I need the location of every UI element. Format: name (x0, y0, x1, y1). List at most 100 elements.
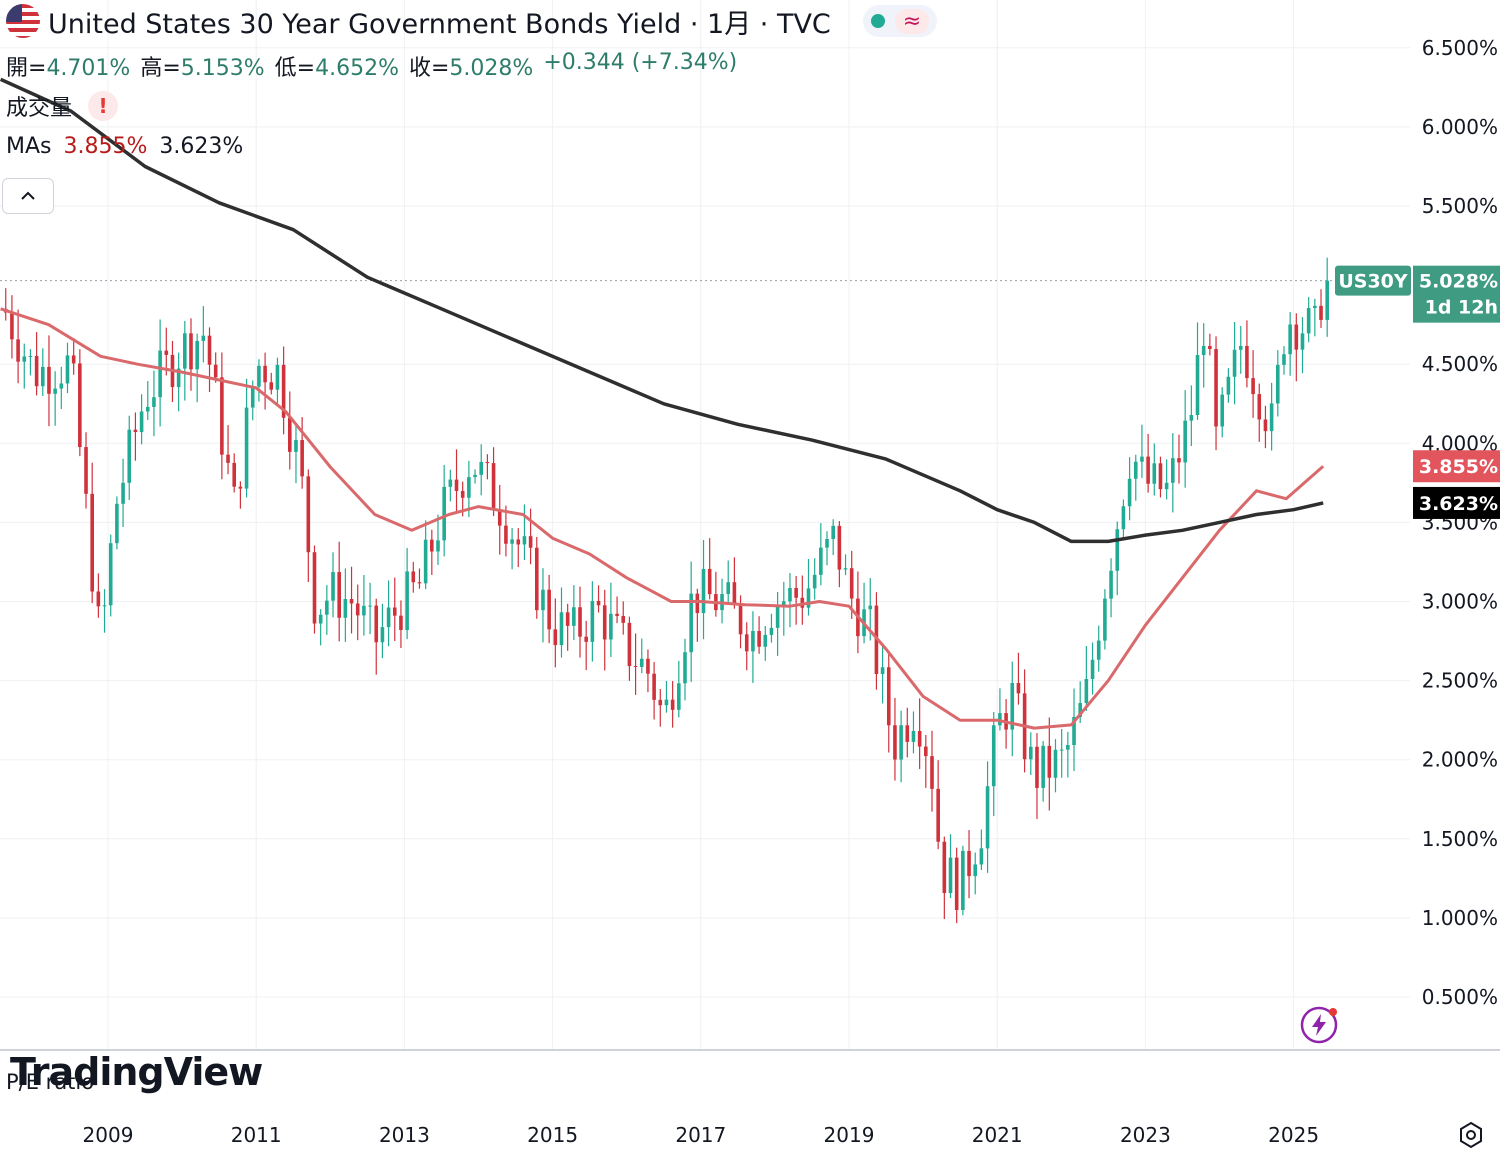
candle-body (1140, 456, 1144, 462)
price-axis[interactable]: 6.500%6.000%5.500%4.500%4.000%3.500%3.00… (1422, 36, 1498, 1009)
candle-body (1146, 456, 1150, 484)
candle-body (386, 607, 391, 628)
candle-body (1115, 529, 1120, 571)
candle-body (22, 356, 27, 362)
candle-body (886, 667, 891, 726)
candle-body (1152, 463, 1157, 484)
candle-body (460, 490, 465, 498)
candle-body (436, 540, 440, 552)
x-tick-label: 2025 (1268, 1123, 1319, 1147)
candle-body (417, 582, 422, 584)
candle-body (1288, 324, 1292, 355)
symbol-title-row[interactable]: United States 30 Year Government Bonds Y… (6, 4, 938, 40)
candle-body (954, 857, 959, 910)
candle-body (355, 603, 360, 616)
candle-body (1263, 419, 1268, 432)
candle-body (1053, 749, 1058, 778)
lightning-icon[interactable] (1300, 1006, 1338, 1044)
x-tick-label: 2017 (675, 1123, 726, 1147)
candle-body (250, 386, 255, 408)
candle-body (121, 482, 125, 504)
candle-body (985, 786, 990, 849)
moving-average-lines (0, 77, 1325, 730)
candle-body (689, 593, 693, 653)
approx-icon: ≈ (894, 8, 930, 34)
ma-label: MAs (6, 134, 52, 159)
candle-body (905, 725, 910, 742)
tradingview-logo[interactable]: TradingView (10, 1050, 263, 1094)
candle-body (917, 730, 922, 747)
market-status-pill[interactable]: ≈ (862, 5, 938, 37)
candle-body (115, 503, 119, 544)
candle-body (1251, 378, 1255, 395)
candle-body (1127, 478, 1132, 507)
candle-body (473, 474, 477, 478)
countdown-text: 1d 12h (1425, 297, 1498, 319)
candle-body (479, 461, 484, 475)
pe-ratio-label[interactable]: P/E ratio (6, 1070, 95, 1094)
candle-body (183, 333, 187, 369)
candle-body (664, 699, 669, 706)
close-label: 收= (408, 56, 450, 81)
y-tick-label: 2.500% (1422, 669, 1498, 693)
candle-body (510, 539, 514, 544)
candle-body (287, 417, 292, 452)
candle-body (621, 615, 626, 623)
price-badges: US30Y 5.028% 1d 12h 3.855% 3.623% (1335, 265, 1500, 519)
candle-body (1238, 345, 1243, 350)
candle-body (238, 486, 243, 489)
candle-body (411, 571, 416, 583)
ma2-value: 3.623% (159, 134, 244, 159)
candle-body (1319, 305, 1323, 320)
candle-body (1059, 749, 1064, 751)
x-tick-label: 2019 (824, 1123, 875, 1147)
candle-body (658, 699, 663, 706)
candle-body (695, 593, 700, 614)
candle-body (448, 479, 453, 487)
last-price-text: 5.028% (1419, 271, 1498, 293)
settings-gear-icon[interactable] (1456, 1120, 1486, 1150)
candle-body (831, 525, 835, 539)
symbol-badge (1335, 265, 1411, 296)
change-value: +0.344 (+7.34%) (543, 50, 738, 75)
candle-body (325, 600, 329, 615)
candle-body (152, 397, 156, 407)
collapse-legend-button[interactable] (2, 178, 54, 214)
candle-body (318, 614, 323, 624)
y-tick-label: 6.500% (1422, 36, 1498, 60)
candle-body (615, 613, 619, 616)
candle-body (257, 365, 261, 387)
candle-body (1164, 482, 1169, 490)
warning-icon[interactable]: ! (88, 91, 119, 121)
ma-legend[interactable]: MAs 3.855% 3.623% (6, 134, 243, 159)
candle-body (541, 589, 545, 611)
candle-body (584, 636, 588, 642)
candle-body (670, 699, 675, 710)
candle-body (102, 605, 107, 607)
candle-body (34, 356, 39, 387)
time-axis[interactable]: 2009 2011 2013 2015 2017 2019 2021 2023 2025 (83, 1123, 1320, 1147)
y-tick-label: 1.500% (1422, 827, 1498, 851)
y-tick-label: 0.500% (1422, 985, 1498, 1009)
candle-body (948, 857, 953, 894)
x-tick-label: 2009 (83, 1123, 134, 1147)
candle-body (207, 335, 212, 365)
candle-body (781, 601, 786, 606)
candle-body (646, 658, 650, 674)
candle-body (1028, 746, 1033, 760)
candle-body (306, 476, 311, 553)
low-value: 4.652% (315, 56, 399, 81)
candle-body (176, 368, 181, 388)
candle-body (269, 382, 274, 390)
candle-body (47, 366, 51, 394)
candle-body (683, 652, 687, 684)
candle-body (399, 615, 403, 631)
candle-body (1177, 458, 1181, 463)
volume-legend[interactable]: 成交量 ! (6, 90, 119, 122)
candle-body (1275, 364, 1280, 404)
candle-body (1183, 420, 1187, 463)
candle-body (220, 377, 224, 455)
candle-body (1010, 682, 1015, 730)
y-tick-label: 6.000% (1422, 115, 1498, 139)
